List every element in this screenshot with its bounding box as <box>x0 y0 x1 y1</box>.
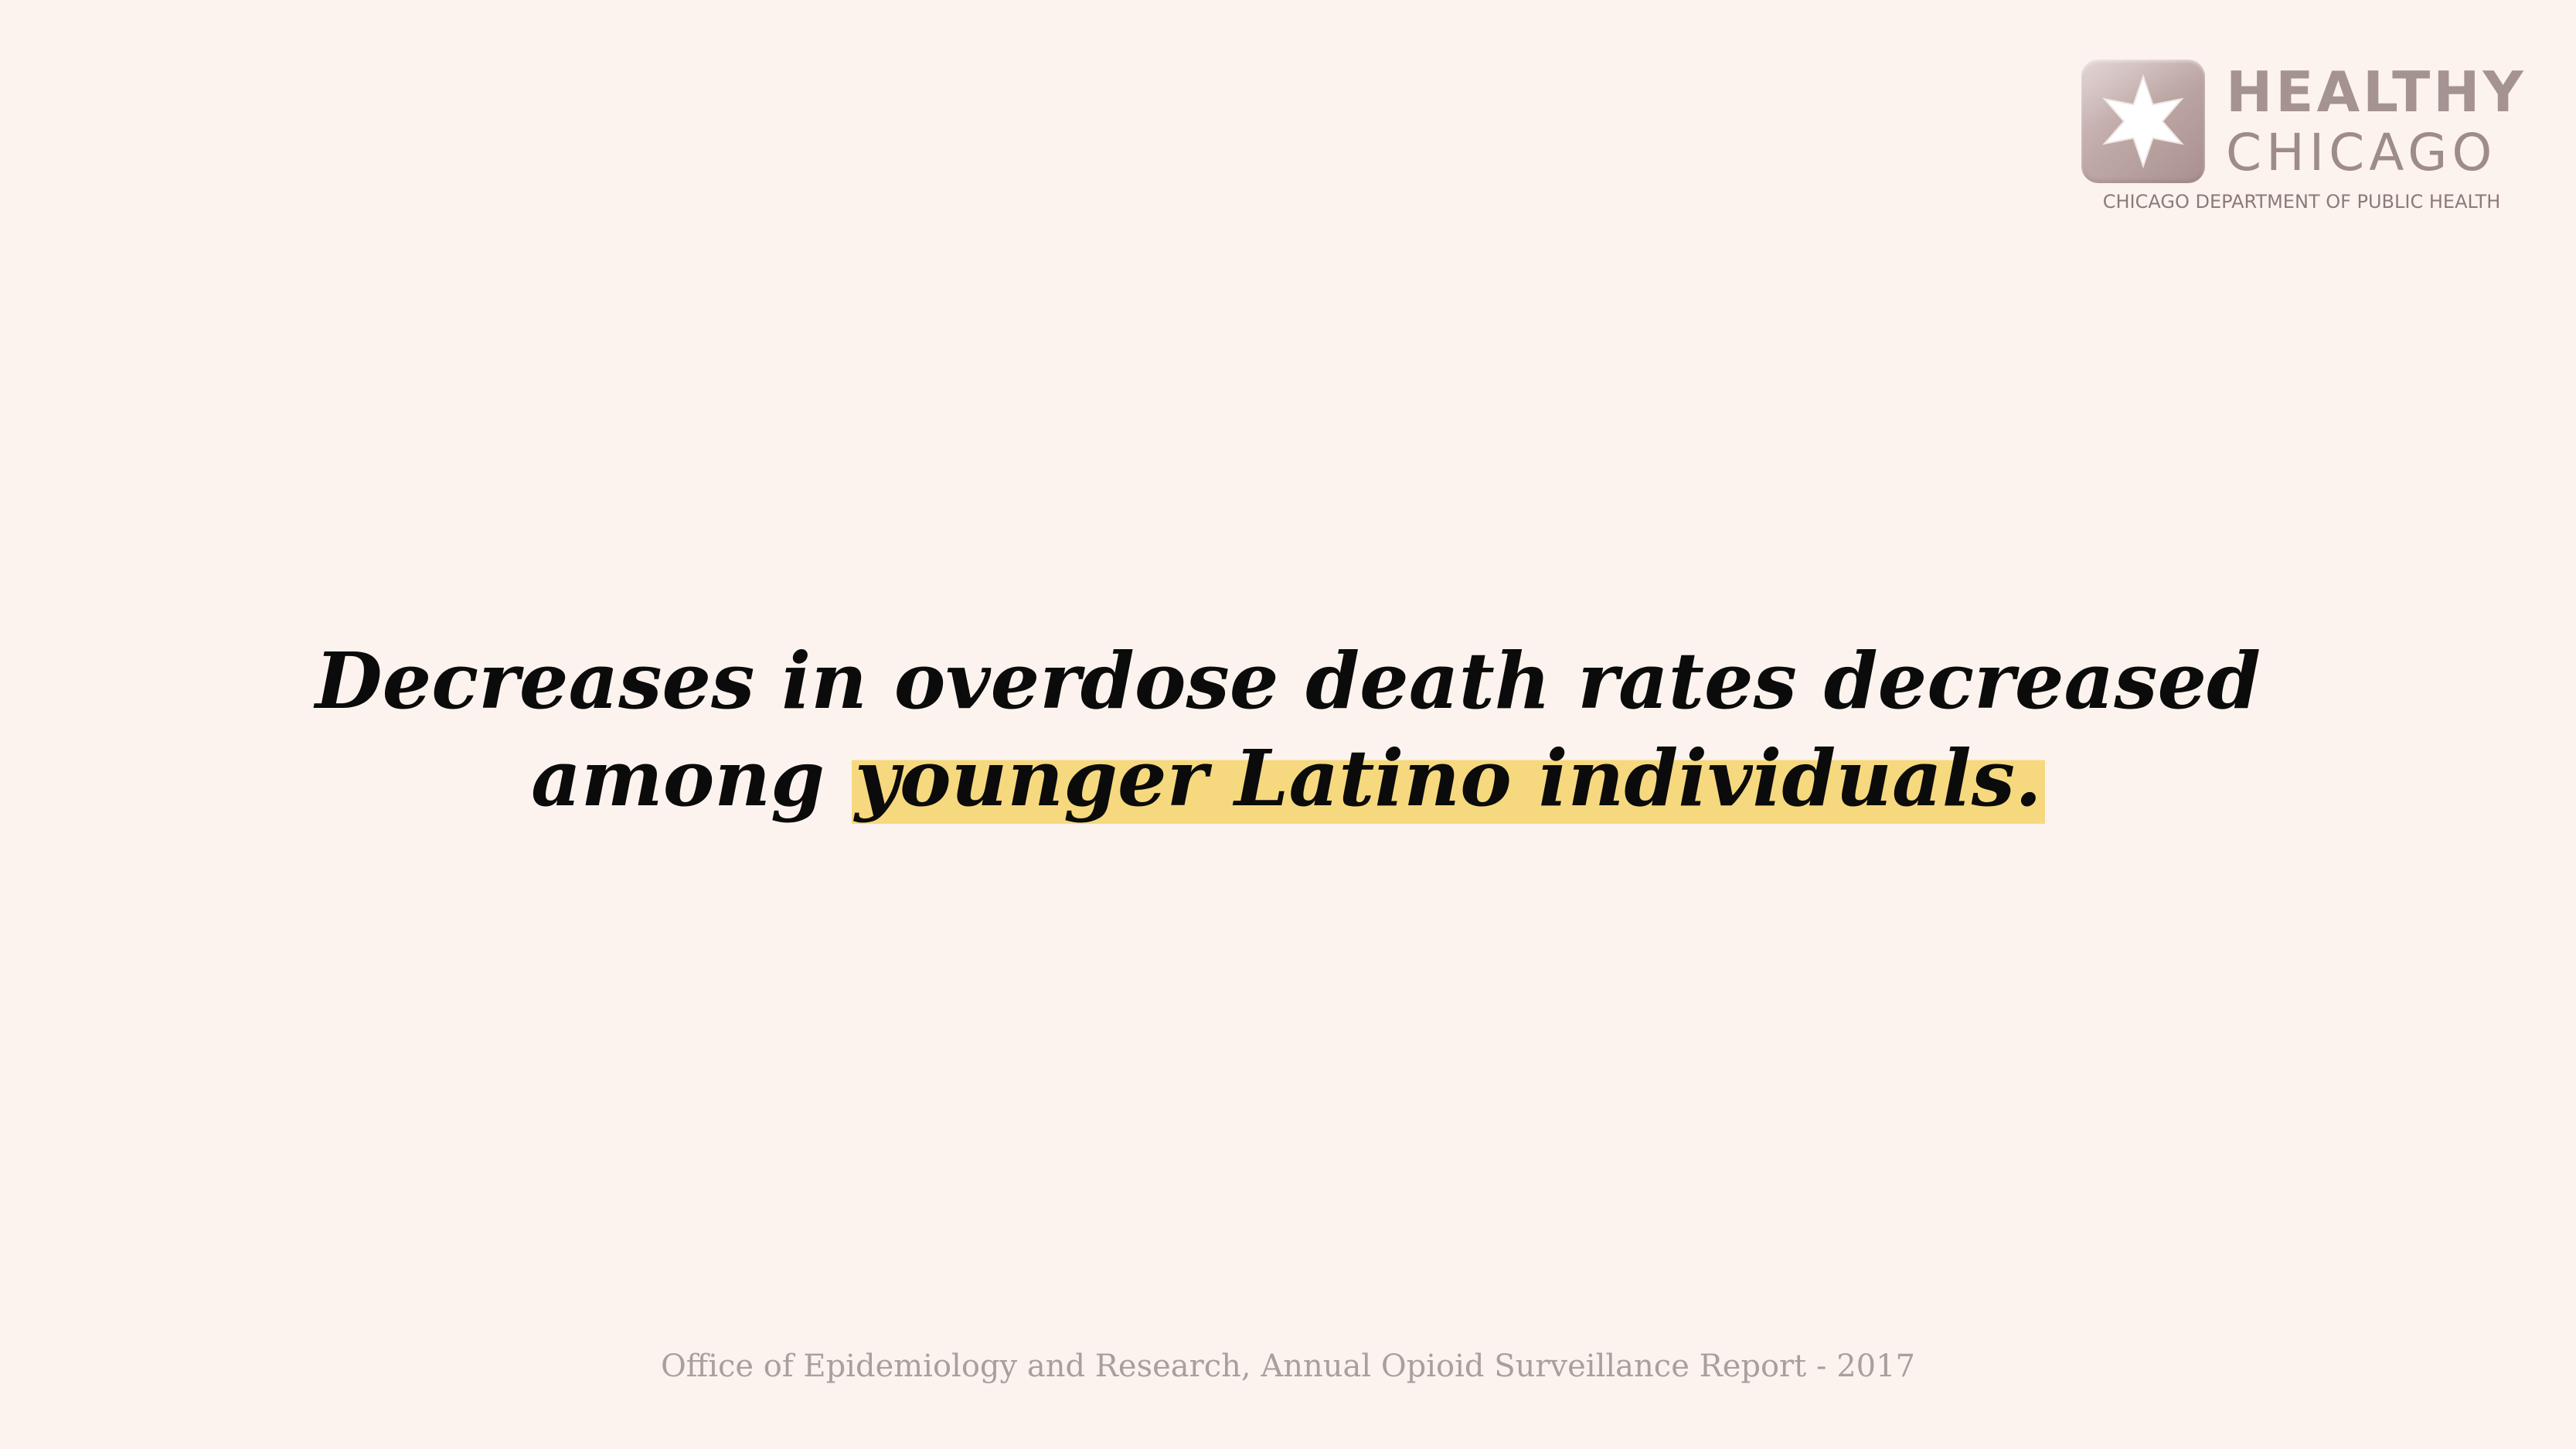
headline-line-2: among younger Latino individuals. <box>0 730 2576 827</box>
logo-badge <box>2081 60 2205 183</box>
headline-line-2-prefix: among <box>531 733 852 824</box>
headline-highlight: younger Latino individuals. <box>851 733 2045 824</box>
headline-line-1: Decreases in overdose death rates decrea… <box>315 635 2261 726</box>
healthy-chicago-logo: HEALTHY CHICAGO CHICAGO DEPARTMENT OF PU… <box>2079 58 2523 220</box>
logo-word-healthy: HEALTHY <box>2226 60 2527 124</box>
six-pointed-star-icon <box>2102 73 2184 169</box>
logo-word-chicago: CHICAGO <box>2226 123 2497 182</box>
headline: Decreases in overdose death rates decrea… <box>0 632 2576 827</box>
logo-tagline: CHICAGO DEPARTMENT OF PUBLIC HEALTH <box>2102 191 2501 213</box>
source-footer: Office of Epidemiology and Research, Ann… <box>660 1349 1915 1384</box>
